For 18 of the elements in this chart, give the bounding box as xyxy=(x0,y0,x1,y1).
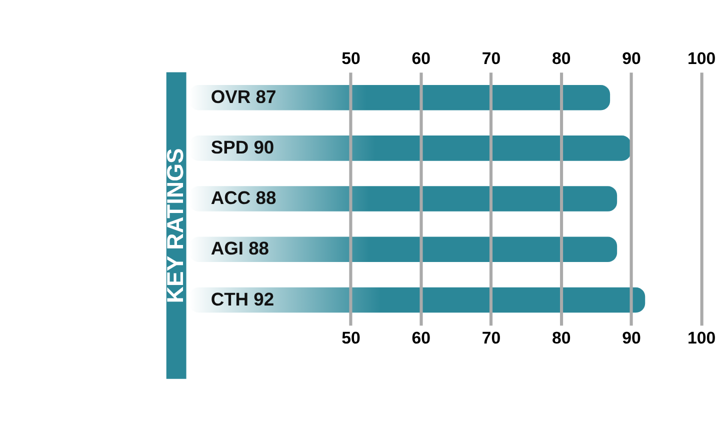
y-tick-label: CTH 92 xyxy=(210,288,274,310)
x2-tick-label: 70 xyxy=(482,328,501,348)
x-tick-label: 50 xyxy=(342,49,360,68)
x-tick-label: 100 xyxy=(688,49,716,68)
x-tick-label: 70 xyxy=(482,49,501,68)
text: KEY RATINGS xyxy=(162,148,188,304)
y-tick-label: SPD 90 xyxy=(210,136,274,158)
x2-tick-label: 80 xyxy=(552,328,571,348)
x2-tick-label: 60 xyxy=(412,328,431,348)
x-tick-label: 90 xyxy=(622,49,641,68)
y-tick-label: AGI 88 xyxy=(210,238,270,259)
x2-tick-label: 100 xyxy=(688,328,716,348)
y-tick-label: OVR 87 xyxy=(210,86,276,107)
y-tick-label: ACC 88 xyxy=(210,187,276,208)
x-tick-label: 60 xyxy=(412,49,431,68)
x2-tick-label: 50 xyxy=(342,328,360,348)
x2-tick-label: 90 xyxy=(622,328,641,348)
x-tick-label: 80 xyxy=(552,49,571,68)
